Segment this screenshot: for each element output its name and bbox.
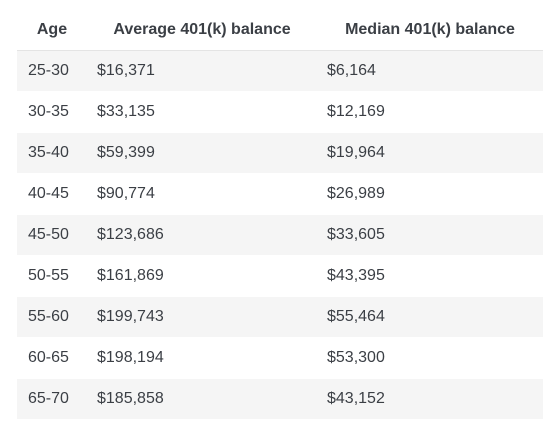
cell-median-balance: $53,300 <box>317 337 543 379</box>
cell-average-balance: $199,743 <box>87 296 317 338</box>
cell-median-balance: $26,989 <box>317 173 543 215</box>
cell-age: 35-40 <box>17 132 87 174</box>
cell-median-balance: $43,152 <box>317 378 543 420</box>
cell-average-balance: $16,371 <box>87 50 317 92</box>
header-age: Age <box>17 10 87 51</box>
header-average-balance: Average 401(k) balance <box>87 10 317 51</box>
cell-average-balance: $90,774 <box>87 173 317 215</box>
cell-age: 55-60 <box>17 296 87 338</box>
table-row: 40-45 $90,774 $26,989 <box>17 173 543 215</box>
table-row: 45-50 $123,686 $33,605 <box>17 214 543 256</box>
cell-median-balance: $33,605 <box>317 214 543 256</box>
cell-age: 40-45 <box>17 173 87 215</box>
table-row: 25-30 $16,371 $6,164 <box>17 50 543 92</box>
cell-age: 65-70 <box>17 378 87 420</box>
cell-average-balance: $33,135 <box>87 91 317 133</box>
cell-average-balance: $185,858 <box>87 378 317 420</box>
cell-average-balance: $198,194 <box>87 337 317 379</box>
table-row: 60-65 $198,194 $53,300 <box>17 337 543 379</box>
table-row: 65-70 $185,858 $43,152 <box>17 378 543 420</box>
table-row: 55-60 $199,743 $55,464 <box>17 296 543 338</box>
cell-median-balance: $55,464 <box>317 296 543 338</box>
cell-age: 50-55 <box>17 255 87 297</box>
cell-average-balance: $123,686 <box>87 214 317 256</box>
table-body: 25-30 $16,371 $6,164 30-35 $33,135 $12,1… <box>17 50 543 420</box>
cell-median-balance: $43,395 <box>317 255 543 297</box>
cell-age: 60-65 <box>17 337 87 379</box>
table-row: 50-55 $161,869 $43,395 <box>17 255 543 297</box>
header-median-balance: Median 401(k) balance <box>317 10 543 51</box>
cell-age: 30-35 <box>17 91 87 133</box>
header-row: Age Average 401(k) balance Median 401(k)… <box>17 10 543 51</box>
table-row: 30-35 $33,135 $12,169 <box>17 91 543 133</box>
balance-table-container: Age Average 401(k) balance Median 401(k)… <box>17 10 543 420</box>
balance-table: Age Average 401(k) balance Median 401(k)… <box>17 10 543 420</box>
cell-age: 25-30 <box>17 50 87 92</box>
table-header: Age Average 401(k) balance Median 401(k)… <box>17 10 543 51</box>
cell-median-balance: $19,964 <box>317 132 543 174</box>
cell-median-balance: $12,169 <box>317 91 543 133</box>
cell-age: 45-50 <box>17 214 87 256</box>
table-row: 35-40 $59,399 $19,964 <box>17 132 543 174</box>
cell-average-balance: $161,869 <box>87 255 317 297</box>
cell-average-balance: $59,399 <box>87 132 317 174</box>
cell-median-balance: $6,164 <box>317 50 543 92</box>
